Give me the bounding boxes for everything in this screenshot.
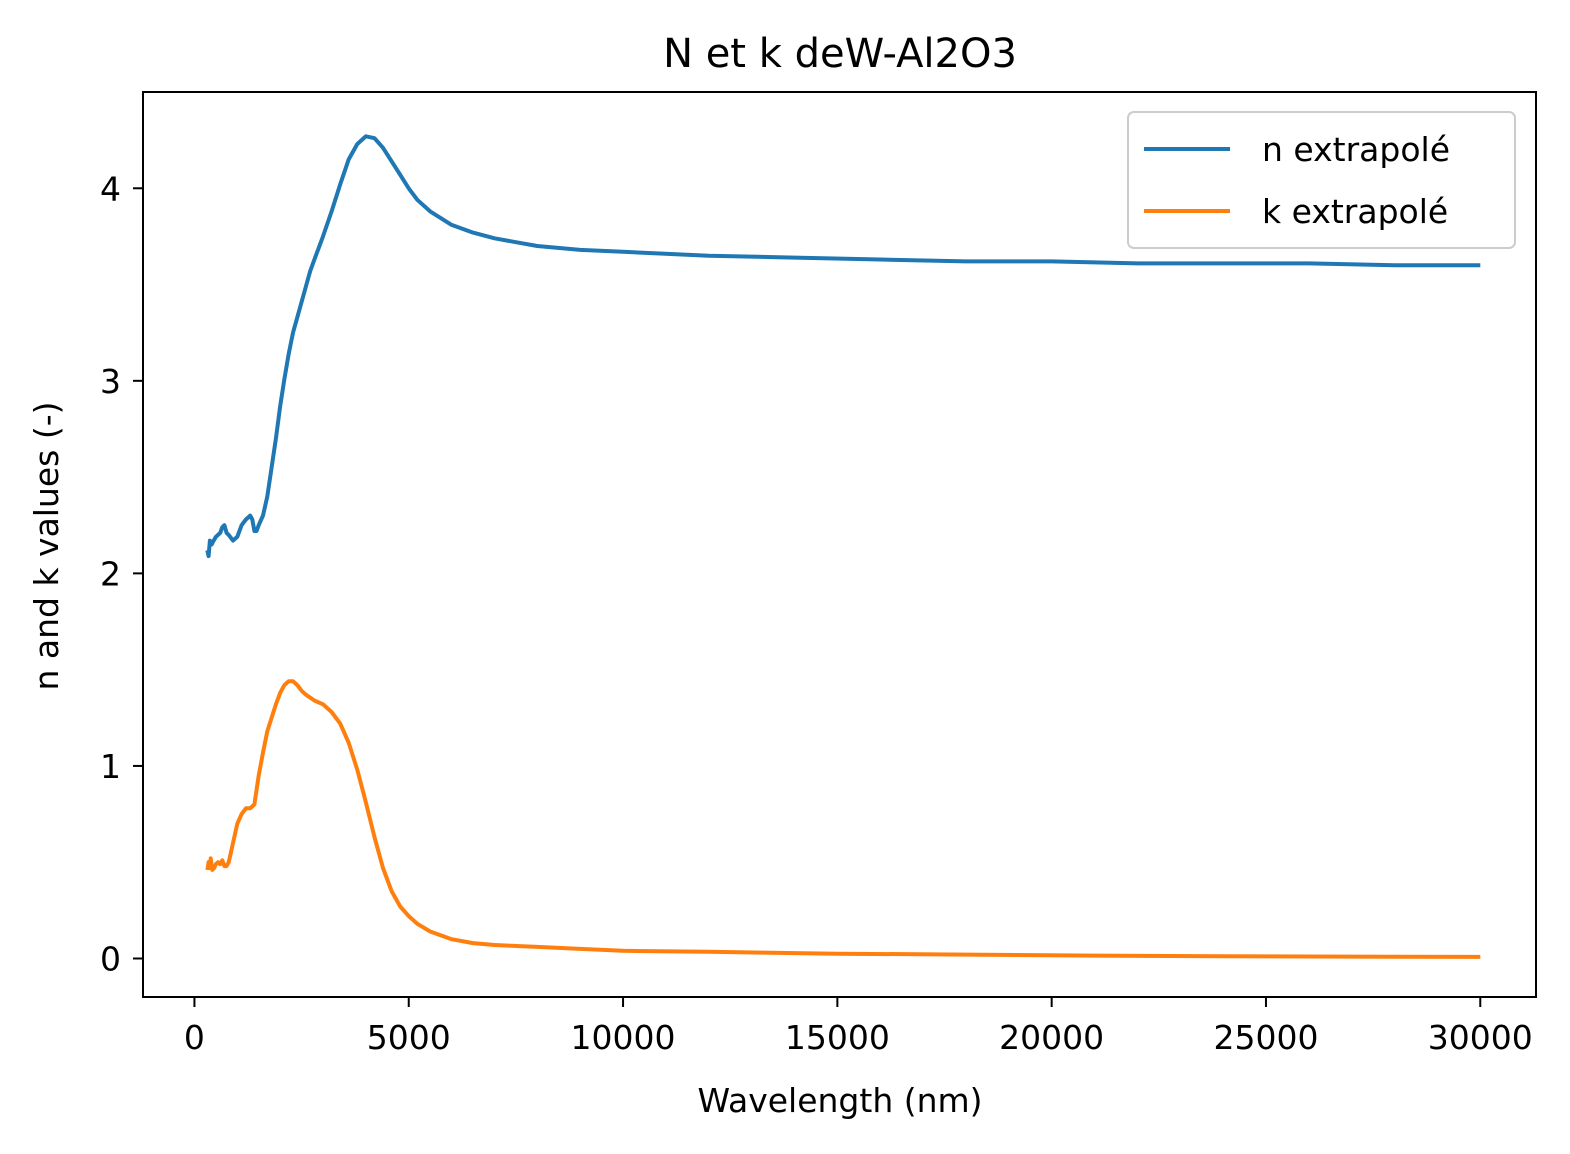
- y-tick-label: 4: [100, 169, 121, 208]
- plot-lines: [205, 134, 1481, 959]
- legend-label-k: k extrapolé: [1262, 192, 1448, 231]
- plot-frame: [142, 91, 1537, 998]
- y-axis-ticks: 0 1 2 3 4: [100, 169, 143, 978]
- x-tick-label: 25000: [1213, 1018, 1318, 1057]
- legend-label-n: n extrapolé: [1262, 130, 1450, 169]
- y-axis-label: n and k values (-): [27, 401, 66, 690]
- x-tick-label: 20000: [999, 1018, 1104, 1057]
- series-line-k: [205, 679, 1481, 959]
- x-tick-label: 5000: [367, 1018, 451, 1057]
- legend: n extrapolé k extrapolé: [1127, 111, 1516, 249]
- chart-title: N et k deW-Al2O3: [663, 31, 1017, 77]
- x-tick-label: 30000: [1428, 1018, 1533, 1057]
- x-tick-label: 15000: [785, 1018, 890, 1057]
- y-tick-label: 0: [100, 939, 121, 978]
- x-tick-label: 0: [184, 1018, 205, 1057]
- x-axis-label: Wavelength (nm): [697, 1081, 982, 1120]
- y-tick-label: 2: [100, 554, 121, 593]
- y-tick-label: 1: [100, 747, 121, 786]
- x-axis-ticks: 0 5000 10000 15000 20000 25000 30000: [184, 997, 1533, 1057]
- series-line-n: [205, 134, 1481, 559]
- y-tick-label: 3: [100, 362, 121, 401]
- legend-box: [1127, 111, 1516, 249]
- x-tick-label: 10000: [571, 1018, 676, 1057]
